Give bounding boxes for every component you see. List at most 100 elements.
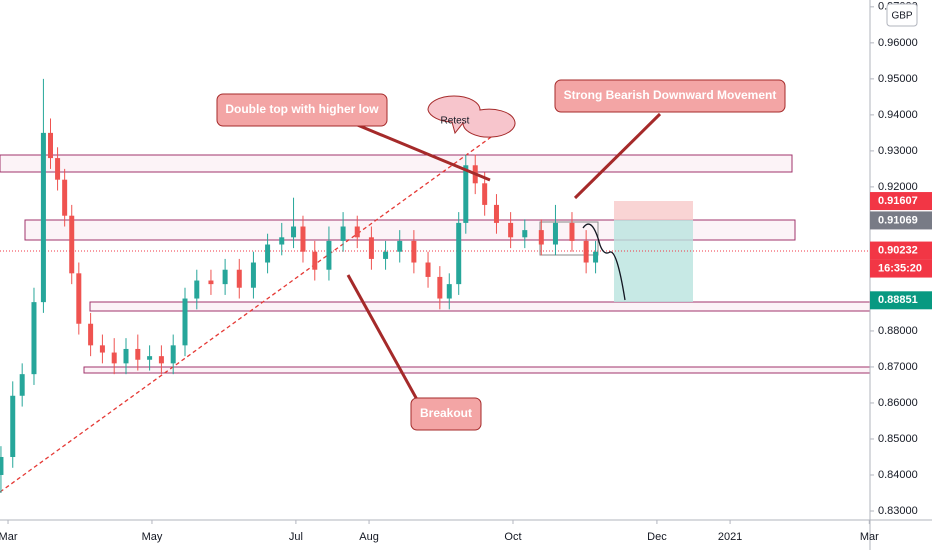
x-tick-label: May xyxy=(142,531,163,543)
take-profit-area xyxy=(614,220,693,302)
candle-body xyxy=(354,226,360,238)
candle-body xyxy=(425,262,431,277)
candle-body xyxy=(208,280,214,285)
candle-body xyxy=(397,240,403,252)
candle-body xyxy=(593,251,599,263)
y-tick-label: 0.88000 xyxy=(878,325,918,337)
candle-body xyxy=(279,237,285,245)
x-tick-label: Mar xyxy=(860,531,879,543)
note-box xyxy=(554,79,786,113)
candle-body xyxy=(222,269,228,285)
candle-body xyxy=(76,273,82,324)
candle-body xyxy=(135,348,141,360)
x-tick-label: Aug xyxy=(359,531,379,543)
candle-body xyxy=(236,269,242,288)
countdown: 16:35:20 xyxy=(878,262,922,274)
annotation: Strong Bearish Downward Movement xyxy=(564,88,777,102)
candle-body xyxy=(0,456,4,475)
y-tick-label: 0.86000 xyxy=(878,397,918,409)
trend-line xyxy=(0,126,506,493)
candle-body xyxy=(569,222,575,241)
support-zone xyxy=(89,301,929,312)
x-tick-label: Jul xyxy=(289,531,303,543)
candle-body xyxy=(10,395,16,457)
y-tick-label: 0.83000 xyxy=(878,505,918,517)
candle-body xyxy=(522,230,528,238)
candle-body xyxy=(62,179,68,216)
candle-body xyxy=(194,280,200,299)
candle-body xyxy=(508,222,514,238)
arrow xyxy=(346,274,422,406)
price-badge xyxy=(870,291,932,310)
candle-body xyxy=(250,262,256,288)
y-tick-label: 0.96000 xyxy=(878,37,918,49)
candle-body xyxy=(326,240,332,270)
arrow xyxy=(354,122,491,182)
candle-body xyxy=(31,302,37,375)
candle-body xyxy=(99,345,105,353)
candle-body xyxy=(170,345,176,364)
price-badge-label: 0.91607 xyxy=(878,195,918,207)
countdown-badge xyxy=(870,259,932,278)
x-tick-label: Dec xyxy=(647,531,667,543)
candle-body xyxy=(47,132,53,159)
y-tick-label: 0.92000 xyxy=(878,181,918,193)
candle-body xyxy=(463,165,469,223)
support-zone xyxy=(83,366,929,374)
y-tick-label: 0.94000 xyxy=(878,109,918,121)
candle-body xyxy=(482,183,488,205)
candle-body xyxy=(123,348,129,364)
note-bubble xyxy=(427,95,516,138)
candle-body xyxy=(583,240,589,263)
note-box xyxy=(216,93,388,127)
candle-body xyxy=(368,237,374,259)
candle-body xyxy=(312,251,318,270)
currency-badge xyxy=(886,3,918,27)
candle-body xyxy=(437,276,443,299)
candle-body xyxy=(265,244,271,263)
x-tick-label: Oct xyxy=(504,531,521,543)
candle-body xyxy=(69,215,75,274)
arrow xyxy=(573,112,662,200)
candles xyxy=(0,78,599,493)
x-tick-label: 2021 xyxy=(718,531,742,543)
candle-body xyxy=(291,226,297,238)
currency: GBP xyxy=(891,11,912,22)
candle-body xyxy=(300,226,306,252)
candle-body xyxy=(158,356,164,364)
candle-body xyxy=(411,240,417,263)
price-badge xyxy=(870,211,932,230)
y-tick-label: 0.95000 xyxy=(878,73,918,85)
y-tick-label: 0.93000 xyxy=(878,145,918,157)
projection-curve xyxy=(582,223,626,301)
candle-body xyxy=(552,222,558,245)
price-badge xyxy=(870,241,932,260)
candle-body xyxy=(446,284,452,299)
note-box xyxy=(410,397,482,431)
price-badge-label: 0.90232 xyxy=(878,244,918,256)
candle-body xyxy=(19,374,25,396)
price-badge-label: 0.88851 xyxy=(878,294,918,306)
annotation: Breakout xyxy=(420,406,472,420)
candle-body xyxy=(55,158,61,180)
resistance-zone xyxy=(24,219,796,241)
resistance-zone xyxy=(0,154,793,173)
candle-body xyxy=(111,352,117,364)
annotation: Double top with higher low xyxy=(225,102,379,116)
candle-body xyxy=(88,323,94,346)
price-badge xyxy=(870,192,932,211)
candle-body xyxy=(456,222,462,285)
candle-body xyxy=(40,132,46,303)
x-tick-label: Mar xyxy=(0,531,18,543)
y-tick-label: 0.87000 xyxy=(878,361,918,373)
price-badge-label: 0.91069 xyxy=(878,214,918,226)
candle-body xyxy=(182,298,188,346)
y-tick-label: 0.84000 xyxy=(878,469,918,481)
y-tick-label: 0.85000 xyxy=(878,433,918,445)
stop-loss-area xyxy=(614,201,693,220)
annotation: Retest xyxy=(441,116,470,127)
candle-body xyxy=(340,226,346,241)
candle-body xyxy=(383,251,389,259)
